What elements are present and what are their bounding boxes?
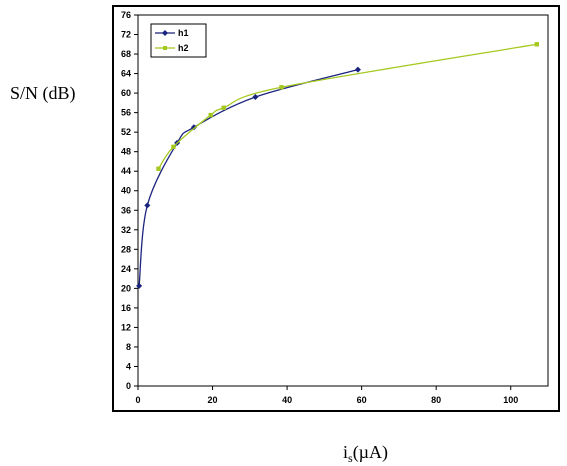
series-h2-point (156, 166, 161, 171)
y-tick-label: 16 (121, 303, 131, 313)
x-axis-title-subscript: s (348, 451, 353, 465)
y-tick-label: 12 (121, 322, 131, 332)
y-tick-label: 64 (121, 69, 131, 79)
x-tick-label: 60 (357, 395, 367, 405)
series-h2-point (279, 85, 284, 90)
series-h1-point (354, 66, 361, 73)
series-h1-point (144, 202, 151, 209)
series-h1-point (190, 124, 197, 131)
y-tick-label: 76 (121, 10, 131, 20)
x-axis-title-main: i (343, 442, 348, 462)
x-axis-title: is(µA) (343, 442, 388, 465)
y-tick-label: 68 (121, 49, 131, 59)
legend-h2-marker (163, 46, 167, 50)
series-h1-point (136, 282, 143, 289)
legend: h1 h2 (150, 23, 207, 58)
y-tick-label: 72 (121, 30, 131, 40)
series-h2-point (208, 112, 213, 118)
x-tick-label: 40 (282, 395, 292, 405)
y-tick-label: 20 (121, 283, 131, 293)
y-tick-label: 32 (121, 225, 131, 235)
series-h1-line (138, 69, 359, 286)
x-axis-title-unit: (µA) (353, 442, 388, 463)
series-h2-point (534, 42, 540, 47)
y-axis-title: S/N (dB) (10, 83, 76, 104)
legend-h1-marker (162, 30, 168, 36)
x-tick-label: 20 (208, 395, 218, 405)
y-tick-label: 4 (126, 361, 131, 371)
x-tick-label: 100 (503, 395, 518, 405)
series-h2-point (171, 144, 176, 150)
y-tick-label: 44 (121, 166, 131, 176)
legend-h1-label: h1 (178, 28, 189, 38)
series-layer (136, 42, 540, 289)
plot-area (137, 14, 549, 387)
y-tick-label: 0 (126, 381, 131, 391)
legend-h2-label: h2 (178, 43, 189, 53)
y-tick-label: 40 (121, 186, 131, 196)
x-tick-label: 0 (135, 395, 140, 405)
x-tick-label: 80 (431, 395, 441, 405)
y-tick-label: 28 (121, 244, 131, 254)
y-tick-label: 36 (121, 205, 131, 215)
legend-box (150, 23, 207, 58)
x-axis: 0 20 40 60 80 100 (135, 386, 518, 405)
y-tick-label: 52 (121, 127, 131, 137)
y-tick-label: 56 (121, 108, 131, 118)
series-h1-point (252, 94, 259, 101)
y-tick-label: 48 (121, 147, 131, 157)
series-h2-point (221, 105, 226, 110)
y-tick-label: 60 (121, 88, 131, 98)
y-tick-label: 24 (121, 264, 131, 274)
y-tick-label: 8 (126, 342, 131, 352)
